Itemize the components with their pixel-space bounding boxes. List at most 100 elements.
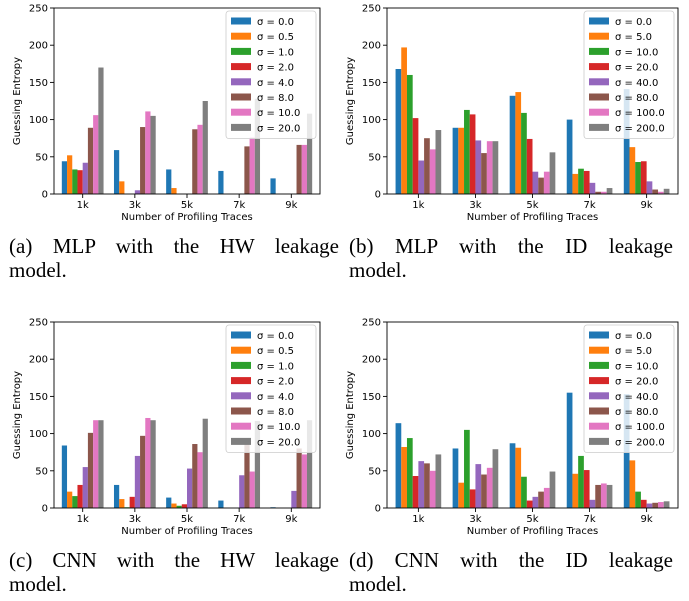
bar-d-s5-c2 (538, 491, 544, 508)
xtick-label-b-0: 1k (412, 200, 424, 211)
legend-swatch-d-5 (589, 407, 609, 415)
xtick-label-d-3: 7k (583, 514, 595, 525)
bar-b-s0-c0 (395, 69, 402, 194)
bar-d-s5-c1 (481, 474, 487, 508)
bar-b-s6-c2 (543, 171, 550, 194)
chart-panel-c: 0 50 100 150 200 250 1k 3k 5k 7k 9k Number of Profi… (12, 318, 321, 537)
bar-d-s7-c4 (663, 501, 670, 508)
bar-a-s5-c2 (192, 129, 198, 194)
bar-c-s7-c1 (150, 420, 156, 508)
caption-d-line1: (d) CNN with the ID leakage (349, 548, 673, 572)
chart-panel-a: 0 50 100 150 200 250 1k 3k 5k 7k 9k Number of Profi… (12, 4, 321, 223)
bar-d-s0-c2 (509, 443, 516, 508)
ytick-label-a-0: 0 (42, 190, 48, 201)
bar-d-s1-c4 (629, 460, 636, 508)
caption-b-line2: model. (349, 258, 407, 282)
legend-swatch-b-6 (589, 108, 609, 116)
legend-swatch-d-3 (589, 377, 609, 385)
bar-b-s3-c0 (412, 118, 419, 194)
xtick-label-d-1: 3k (469, 514, 481, 525)
ytick-label-b-2: 100 (362, 115, 381, 126)
legend-swatch-d-2 (589, 361, 609, 369)
bar-a-s7-c0 (98, 67, 104, 194)
bar-a-s6-c4 (301, 144, 307, 194)
legend-label-d-2: σ = 10.0 (615, 361, 658, 372)
ytick-label-c-2: 100 (29, 429, 48, 440)
xtick-label-b-1: 3k (469, 200, 481, 211)
bar-d-s3-c3 (583, 470, 590, 508)
caption-d-line2: model. (349, 572, 407, 596)
bar-b-s7-c1 (492, 141, 499, 194)
bar-b-s5-c4 (652, 189, 659, 194)
ytick-label-d-0: 0 (375, 504, 381, 515)
legend-swatch-a-2 (231, 47, 251, 55)
legend-label-b-5: σ = 80.0 (615, 93, 658, 104)
bar-b-s2-c3 (578, 168, 584, 194)
legend-swatch-b-1 (589, 32, 609, 40)
bar-b-s1-c2 (515, 92, 522, 194)
caption-a-line1: (a) MLP with the HW leakage (9, 234, 339, 258)
bar-c-s4-c3 (239, 475, 245, 508)
chart-panel-d: 0 50 100 150 200 250 1k 3k 5k 7k 9k Number of Profi… (345, 318, 679, 537)
x-axis-title-a: Number of Profiling Traces (121, 212, 253, 223)
legend-label-d-1: σ = 5.0 (615, 346, 652, 357)
bar-a-s0-c1 (113, 150, 120, 194)
bar-d-s3-c2 (526, 500, 533, 508)
x-axis-title-d: Number of Profiling Traces (467, 526, 599, 537)
legend-box-d (583, 324, 675, 453)
bar-d-s0-c3 (566, 392, 573, 508)
legend-c: σ = 0.0 σ = 0.5 σ = 1.0 σ = 2.0 σ = 4.0 σ = 8… (225, 324, 317, 453)
legend-box-a (225, 10, 317, 139)
xtick-label-b-4: 9k (641, 200, 653, 211)
legend-label-a-7: σ = 20.0 (257, 123, 300, 134)
bar-b-s6-c3 (600, 191, 607, 194)
bar-d-s6-c1 (486, 467, 493, 508)
legend-swatch-b-5 (589, 93, 609, 101)
bar-c-s1-c2 (171, 503, 177, 508)
legend-swatch-a-7 (231, 123, 251, 131)
bar-d-s1-c1 (458, 482, 465, 508)
bar-b-s6-c4 (658, 191, 664, 194)
bar-d-s4-c0 (418, 461, 425, 508)
bar-b-s5-c0 (424, 138, 430, 194)
bar-c-s6-c0 (93, 420, 99, 508)
bar-d-s4-c4 (646, 503, 653, 508)
bar-a-s4-c1 (134, 190, 141, 194)
bar-c-s6-c4 (301, 454, 307, 508)
legend-label-b-6: σ = 100.0 (615, 108, 665, 119)
legend-label-a-6: σ = 10.0 (257, 108, 300, 119)
y-axis-title-a: Guessing Entropy (12, 57, 23, 145)
bar-a-s6-c2 (197, 124, 203, 194)
bar-c-s4-c1 (134, 455, 141, 508)
ytick-label-b-3: 150 (362, 78, 381, 89)
bar-d-s2-c0 (406, 438, 413, 508)
legend-b: σ = 0.0 σ = 5.0 σ = 10.0 σ = 20.0 σ = 40.0 σ … (583, 10, 675, 139)
legend-label-a-5: σ = 8.0 (257, 93, 294, 104)
xtick-label-c-1: 3k (129, 514, 141, 525)
bar-d-s5-c3 (595, 484, 601, 508)
bar-d-s2-c3 (578, 455, 584, 508)
legend-swatch-b-2 (589, 47, 609, 55)
bar-d-s3-c1 (469, 489, 476, 508)
legend-swatch-b-0 (589, 17, 609, 25)
bar-b-s4-c1 (475, 140, 482, 194)
x-axis-title-b: Number of Profiling Traces (467, 212, 599, 223)
bar-b-s0-c2 (509, 95, 516, 194)
xtick-label-a-0: 1k (77, 200, 89, 211)
bar-b-s1-c1 (458, 127, 465, 194)
legend-label-c-6: σ = 10.0 (257, 422, 300, 433)
bar-a-s6-c0 (93, 115, 99, 194)
legend-swatch-b-3 (589, 63, 609, 71)
bar-c-s3-c1 (129, 496, 135, 508)
bar-c-s1-c1 (119, 499, 125, 508)
bar-b-s7-c3 (606, 188, 613, 194)
ytick-label-d-4: 200 (362, 355, 381, 366)
ytick-label-b-4: 200 (362, 41, 381, 52)
bars-a (61, 67, 313, 194)
legend-label-c-2: σ = 1.0 (257, 361, 294, 372)
legend-swatch-c-4 (231, 392, 251, 400)
bar-b-s7-c4 (663, 188, 670, 194)
ytick-label-c-1: 50 (35, 466, 48, 477)
bar-d-s2-c4 (635, 491, 641, 508)
